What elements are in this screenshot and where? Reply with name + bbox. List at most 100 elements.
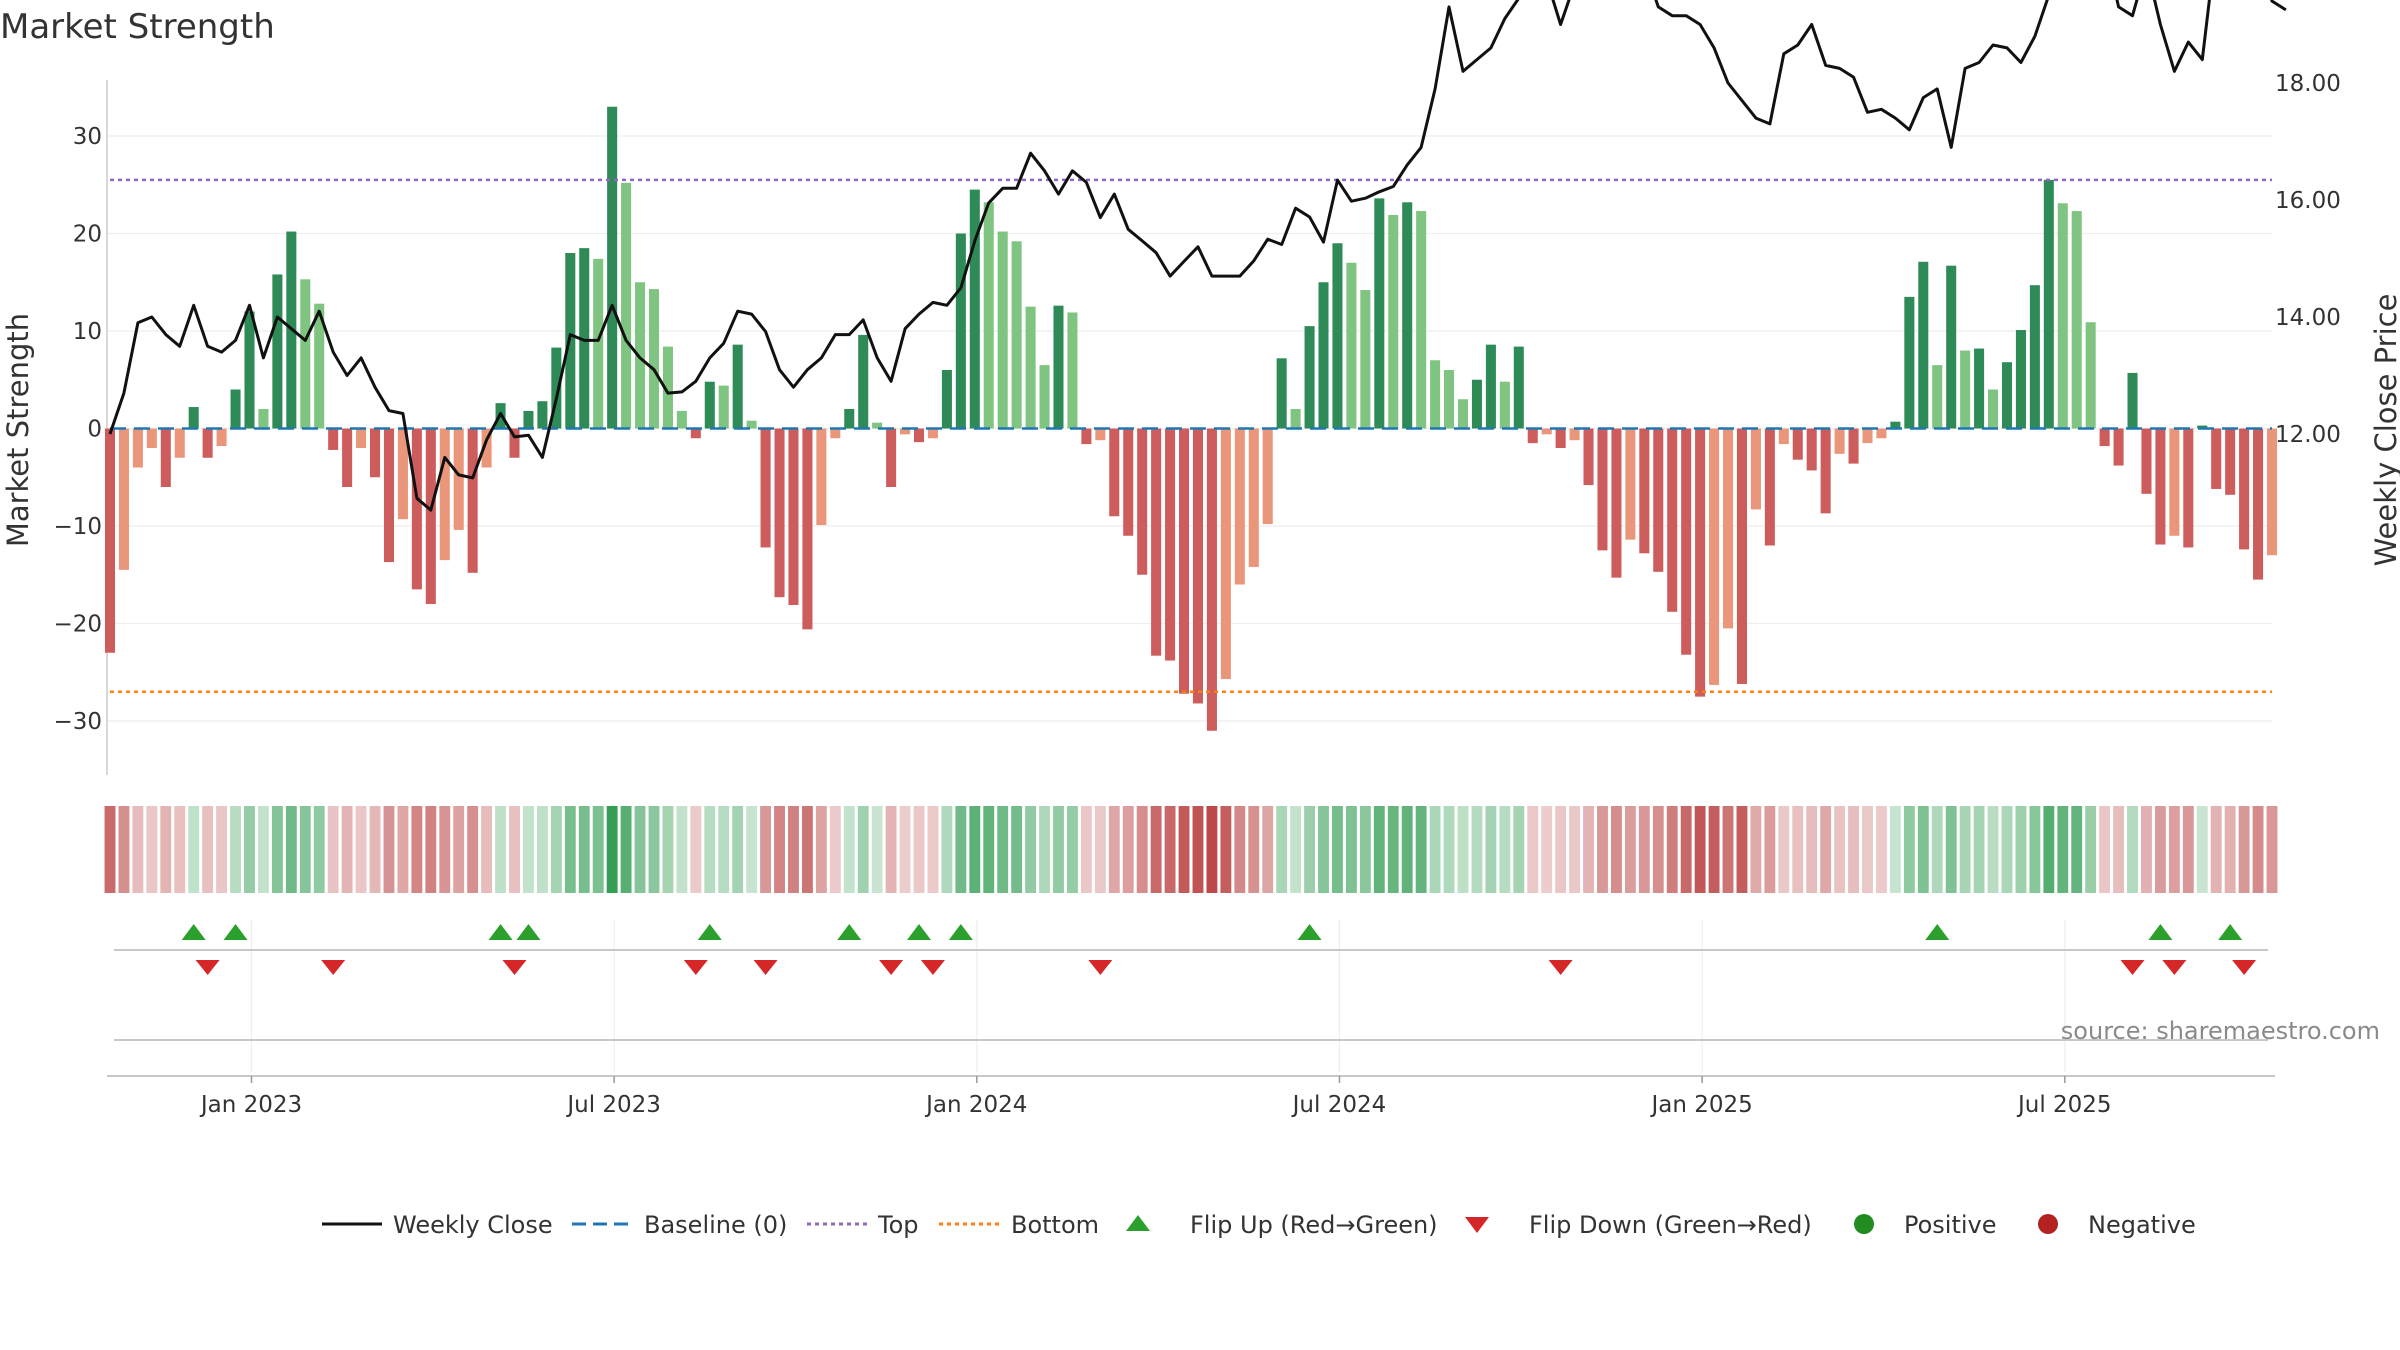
legend-weekly-close: Weekly Close (393, 1211, 553, 1239)
heat-cell (1206, 806, 1218, 893)
strength-bar (927, 428, 938, 439)
strength-bar (2043, 179, 2054, 429)
strength-bar (760, 428, 771, 548)
strength-bar (1695, 428, 1706, 697)
y-tick-label: 10 (73, 319, 102, 345)
strength-bar (2001, 362, 2013, 429)
strength-bar (1304, 326, 1315, 429)
x-axis-ticks: Jan 2023 Jul 2023 Jan 2024 Jul 2024 Jan 2025… (199, 1076, 2112, 1118)
heat-cell (1304, 806, 1316, 893)
strength-bar (1444, 370, 1455, 429)
strength-bar (397, 428, 408, 520)
heat-cell (216, 806, 228, 893)
strength-bar (648, 289, 660, 429)
strength-bar (369, 428, 381, 478)
x-tick-label: Jul 2025 (2016, 1092, 2112, 1118)
strength-bar (2141, 428, 2152, 494)
heat-cell (1652, 806, 1664, 893)
strength-bar (1792, 428, 1803, 460)
heat-cell (132, 806, 144, 893)
strength-bar (509, 428, 520, 458)
heat-cell (1429, 806, 1441, 893)
heat-cell (299, 806, 311, 893)
flip-down-marker (2232, 960, 2257, 975)
heat-cell (1248, 806, 1260, 893)
legend-top: Top (877, 1211, 919, 1239)
heat-cell (1722, 806, 1734, 893)
heat-cell (1973, 806, 1985, 893)
heat-cell (1108, 806, 1120, 893)
heat-cell (2182, 806, 2194, 893)
heat-cell (1457, 806, 1469, 893)
heat-cell (2001, 806, 2013, 893)
heat-cell (2071, 806, 2083, 893)
heat-cell (341, 806, 353, 893)
strength-bar (1220, 428, 1231, 680)
heat-cell (1834, 806, 1846, 893)
strength-bar (425, 428, 436, 604)
heat-cell (913, 806, 925, 893)
strength-bar (1025, 306, 1036, 429)
heat-cell (355, 806, 367, 893)
heat-cell (788, 806, 799, 893)
strength-bar (2253, 428, 2264, 580)
y-tick-label: 20 (73, 222, 102, 248)
strength-bar (746, 420, 757, 429)
heat-cell (271, 806, 283, 893)
strength-bars (104, 106, 2278, 731)
strength-bar (216, 428, 227, 447)
heat-cell (1792, 806, 1804, 893)
x-tick-label: Jul 2024 (1291, 1092, 1387, 1118)
legend-positive: Positive (1904, 1211, 1997, 1239)
strength-bar (300, 279, 311, 429)
heat-cell (871, 806, 883, 893)
heat-cell (899, 806, 911, 893)
strength-bar (1946, 265, 1957, 429)
flip-up-marker (2218, 924, 2243, 940)
heat-cell (1066, 806, 1078, 893)
strength-bar (1430, 360, 1441, 429)
strength-bar (1736, 428, 1747, 684)
strength-bar (230, 389, 241, 429)
heat-cell (718, 806, 730, 893)
strength-bar (160, 428, 171, 487)
heat-cell (1094, 806, 1106, 893)
strength-bar (1374, 198, 1385, 429)
heat-cell (1862, 806, 1873, 893)
x-tick-label: Jan 2023 (199, 1092, 302, 1118)
strength-bar (607, 106, 618, 429)
strength-bar (997, 231, 1008, 429)
flip-down-marker (920, 960, 945, 975)
strength-bar (1192, 428, 1203, 704)
heat-cell (1373, 806, 1385, 893)
heat-cell (2099, 806, 2111, 893)
strength-bar (481, 428, 492, 468)
strength-bar (788, 428, 799, 605)
heat-cell (857, 806, 869, 893)
weekly-close-line (108, 0, 2287, 512)
strength-bar (983, 202, 994, 429)
strength-bar (2127, 372, 2138, 429)
heat-cell (453, 806, 465, 893)
flip-up-marker (1297, 924, 1322, 940)
heat-cell (104, 806, 116, 893)
heat-cell (2224, 806, 2236, 893)
heat-cell (1318, 806, 1329, 893)
flip-down-marker (753, 960, 778, 975)
strength-bar (2057, 203, 2068, 429)
strength-bar (579, 248, 590, 429)
heat-cell (1513, 806, 1525, 893)
heat-cell (1053, 806, 1064, 893)
heat-cell (676, 806, 688, 893)
legend-flip-down: Flip Down (Green→Red) (1529, 1211, 1812, 1239)
strength-bar (913, 428, 925, 443)
strength-bar (1960, 350, 1971, 429)
heat-cell (1011, 806, 1023, 893)
heat-cell (1415, 806, 1427, 893)
heat-cell (2043, 806, 2055, 893)
strength-bar (1165, 428, 1176, 661)
strength-bar (1932, 365, 1943, 429)
heat-cell (648, 806, 660, 893)
heat-cell (1708, 806, 1720, 893)
strength-bar (1639, 428, 1650, 554)
